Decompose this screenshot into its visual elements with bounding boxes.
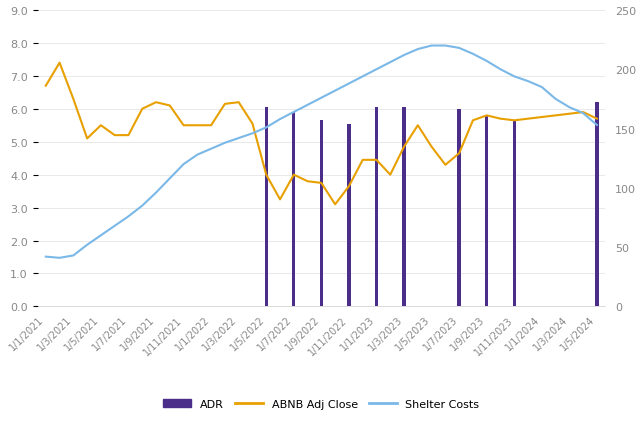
Bar <box>292 113 296 307</box>
Bar <box>375 108 378 307</box>
Bar <box>347 124 350 307</box>
Bar <box>595 103 599 307</box>
Bar <box>458 109 461 307</box>
Legend: ADR, ABNB Adj Close, Shelter Costs: ADR, ABNB Adj Close, Shelter Costs <box>159 395 484 414</box>
Bar <box>320 121 323 307</box>
Bar <box>485 116 489 307</box>
Bar <box>264 108 268 307</box>
Bar <box>512 121 516 307</box>
Bar <box>403 108 406 307</box>
